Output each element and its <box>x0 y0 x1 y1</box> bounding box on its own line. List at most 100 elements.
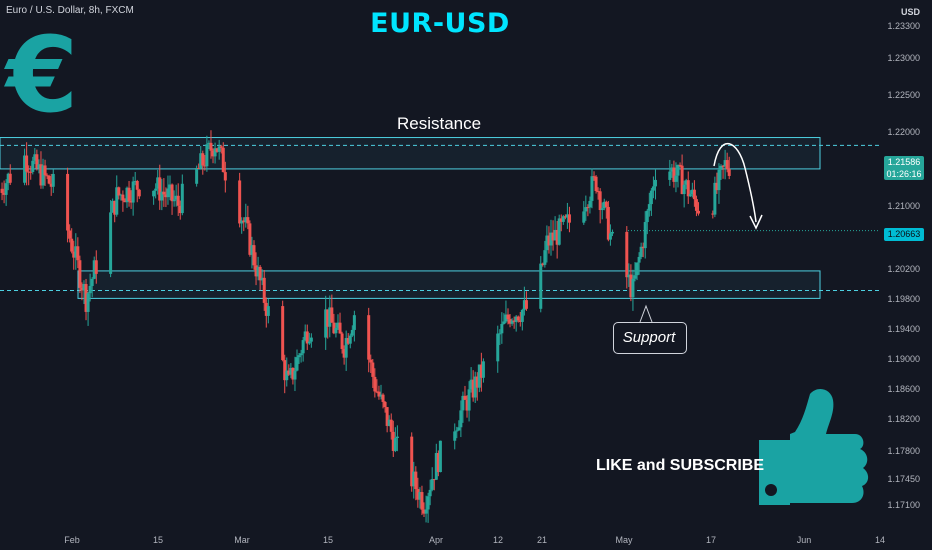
candle-body <box>346 338 350 344</box>
candle-body <box>350 329 354 336</box>
price-tick: 1.17800 <box>887 446 920 456</box>
date-tick: 12 <box>492 535 504 545</box>
candle-body <box>66 173 70 231</box>
candle-body <box>291 367 295 380</box>
candle-body <box>639 246 643 257</box>
candle-body <box>117 187 121 196</box>
candle-body <box>598 191 602 211</box>
candle-body <box>123 200 127 203</box>
candle-body <box>508 319 512 324</box>
candle-body <box>178 205 182 214</box>
candle-body <box>395 436 399 439</box>
zones-layer <box>0 137 880 323</box>
candle-body <box>336 322 340 328</box>
candle-body <box>152 190 156 197</box>
candle-body <box>625 231 629 278</box>
last-price-value: 1.21586 <box>887 157 921 167</box>
candle-body <box>711 213 715 215</box>
projection-arrow <box>713 143 763 230</box>
candle-body <box>453 431 457 441</box>
candle-body <box>557 218 561 245</box>
price-tick: 1.23300 <box>887 21 920 31</box>
candle-body <box>555 229 559 245</box>
candle-body <box>436 453 440 473</box>
candle-body <box>328 307 332 327</box>
candle-body <box>125 187 129 203</box>
symbol-info[interactable]: Euro / U.S. Dollar, 8h, FXCM <box>6 5 134 16</box>
candle-body <box>723 160 727 167</box>
candle-body <box>645 210 649 223</box>
candle-body <box>266 306 270 316</box>
candle-body <box>727 169 731 176</box>
candle-body <box>500 323 504 334</box>
candle-body <box>35 154 39 169</box>
candle-body <box>690 189 694 195</box>
candle-body <box>375 391 379 393</box>
candle-body <box>201 153 205 166</box>
candle-body <box>539 263 543 309</box>
candle-body <box>283 360 287 381</box>
candle-body <box>84 284 88 312</box>
candle-body <box>176 195 180 206</box>
candle-body <box>215 148 219 152</box>
candle-body <box>377 391 381 397</box>
candle-body <box>262 277 266 303</box>
candle-body <box>41 165 45 186</box>
candle-body <box>373 376 377 392</box>
candle-body <box>553 229 557 241</box>
candle-body <box>129 200 133 203</box>
support-callout <box>613 322 687 354</box>
candle-body <box>590 176 594 201</box>
candle-body <box>45 175 49 177</box>
candle-body <box>244 217 248 223</box>
price-tick: 1.22500 <box>887 90 920 100</box>
candle-body <box>115 187 119 215</box>
candle-body <box>668 171 672 180</box>
candle-body <box>684 180 688 185</box>
candle-body <box>25 155 29 172</box>
candle-body <box>715 182 719 191</box>
candle-body <box>293 370 297 380</box>
candle-body <box>209 142 213 151</box>
candle-body <box>82 284 86 291</box>
candle-body <box>127 187 131 201</box>
candle-body <box>641 246 645 249</box>
candle-body <box>547 235 551 246</box>
candle-body <box>584 207 588 212</box>
candle-body <box>379 394 383 397</box>
candle-body <box>90 278 94 286</box>
candle-body <box>391 431 395 451</box>
candle-body <box>297 355 301 358</box>
candle-body <box>33 154 37 161</box>
candle-body <box>672 167 676 182</box>
candle-body <box>340 333 344 349</box>
candle-body <box>680 165 684 195</box>
candle-body <box>434 453 438 480</box>
euro-icon: € <box>6 14 79 136</box>
candle-body <box>651 186 655 191</box>
candle-body <box>428 489 432 497</box>
date-tick: Apr <box>428 535 444 545</box>
candle-body <box>502 321 506 324</box>
candle-body <box>246 217 250 224</box>
bar-countdown: 01:26:16 <box>886 169 922 179</box>
last-price-badge: 1.21586 01:26:16 <box>884 156 924 180</box>
candle-body <box>135 181 139 190</box>
candle-body <box>223 172 227 181</box>
candle-body <box>420 492 424 510</box>
candle-body <box>643 222 647 249</box>
candle-body <box>367 315 371 360</box>
candle-body <box>549 232 553 246</box>
candle-body <box>207 142 211 145</box>
candle-body <box>608 233 612 240</box>
candle-body <box>174 195 178 200</box>
candle-body <box>602 201 606 209</box>
price-tick: 1.17100 <box>887 500 920 510</box>
date-tick: 15 <box>322 535 334 545</box>
candle-body <box>330 307 334 323</box>
candle-body <box>465 399 469 411</box>
price-tick: 1.21000 <box>887 201 920 211</box>
currency-label[interactable]: USD <box>900 7 920 17</box>
candle-body <box>631 278 635 298</box>
